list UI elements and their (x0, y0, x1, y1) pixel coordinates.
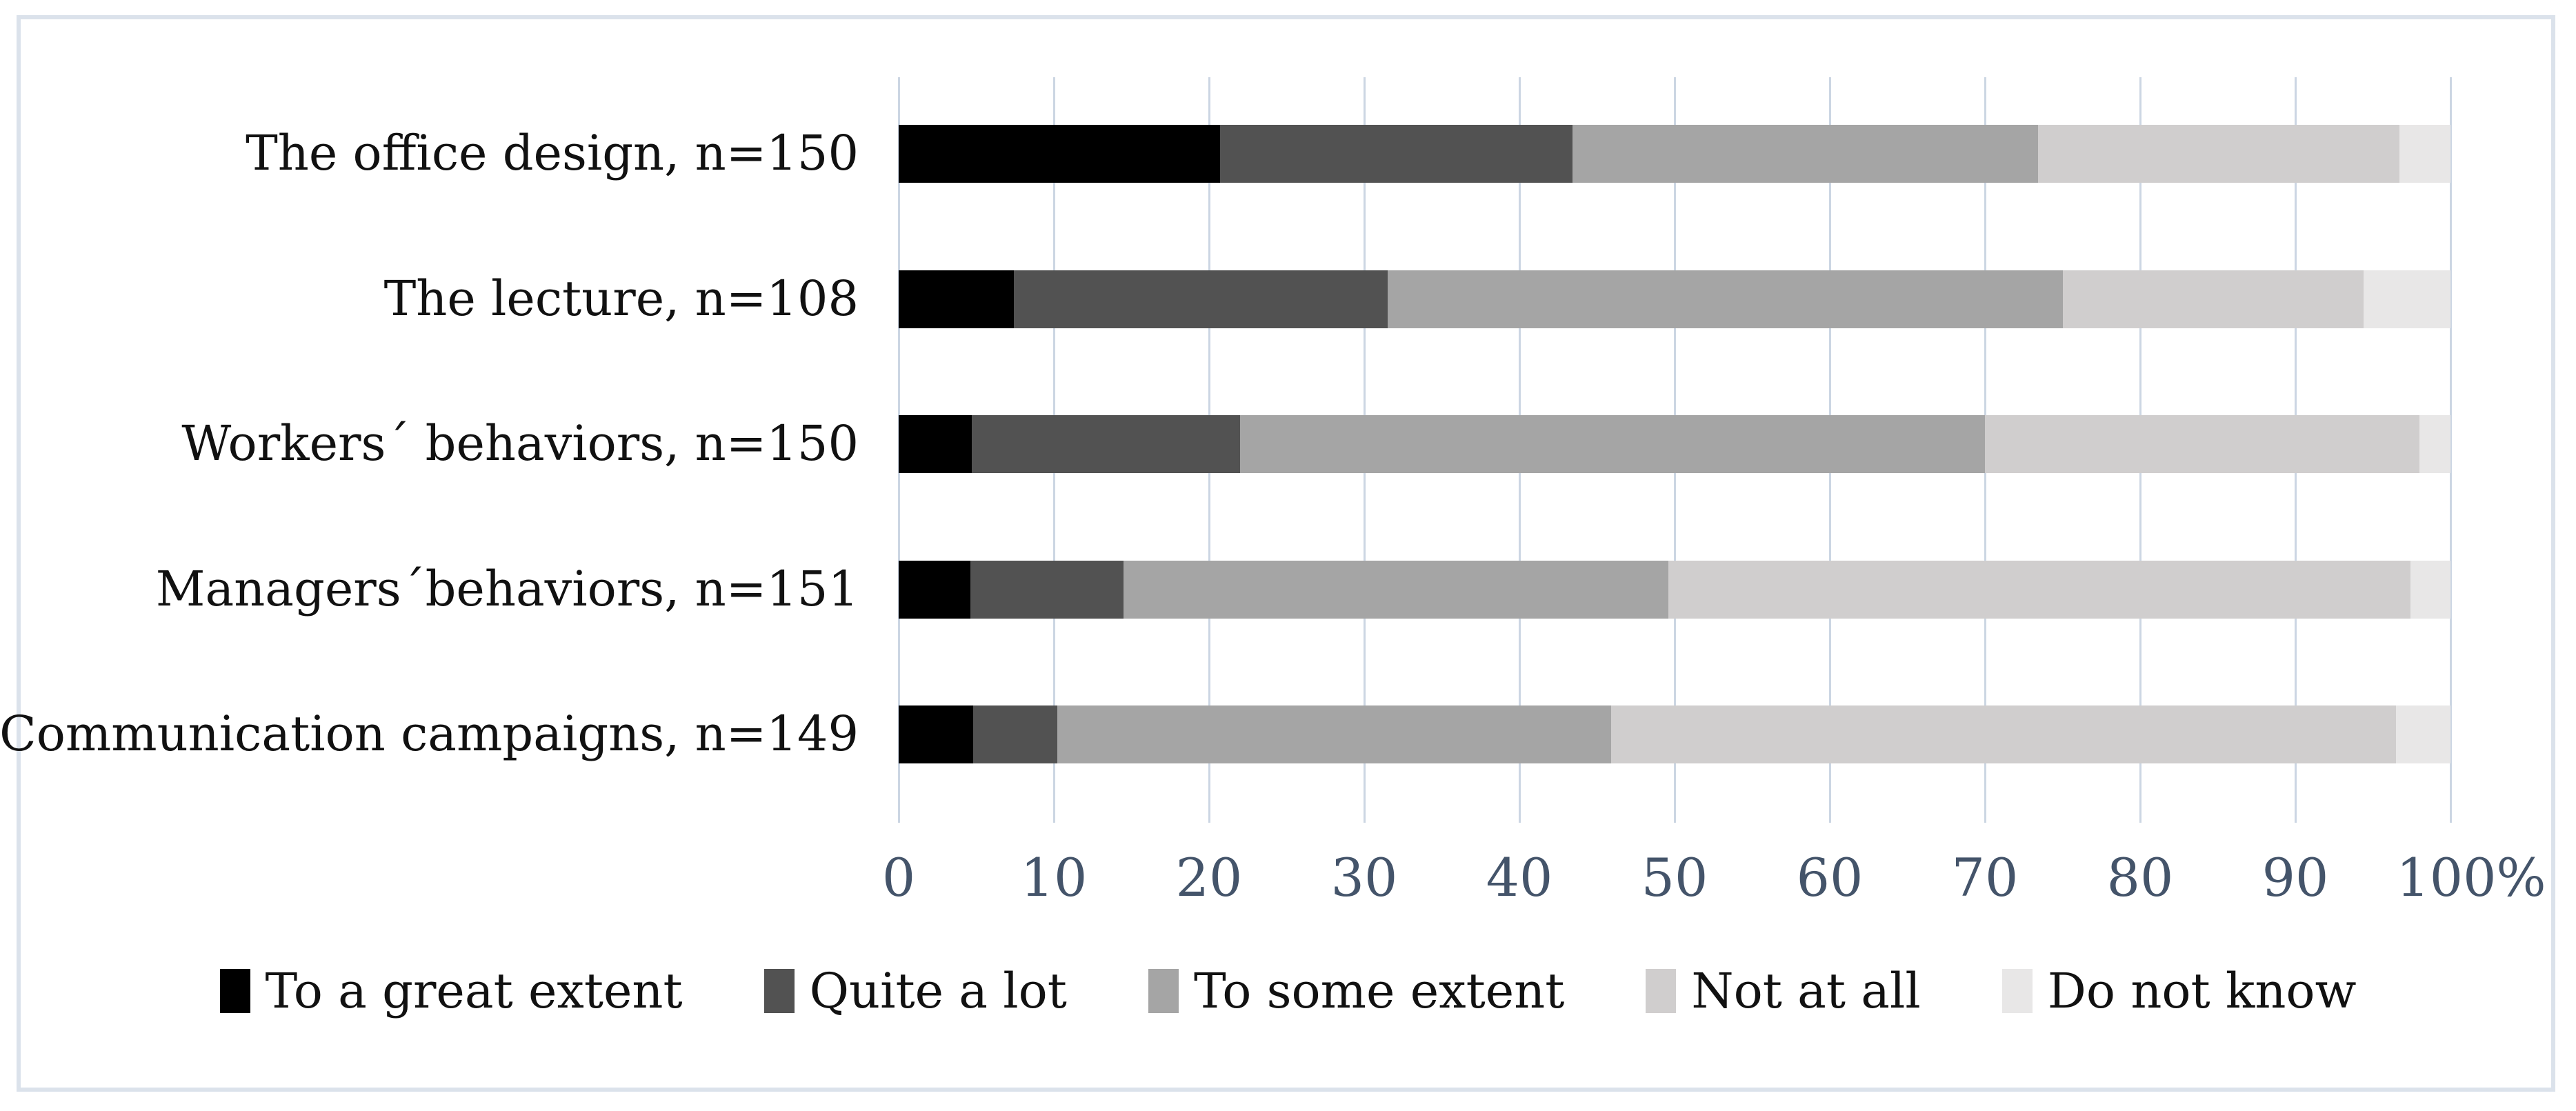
axis-tick-label: 20 (1175, 847, 1243, 908)
legend-item-to-a-great-extent: To a great extent (219, 963, 683, 1019)
bar-segment-to-some-extent (1572, 125, 2038, 183)
axis-tick-label: 50 (1641, 847, 1708, 908)
axis-tick-90 (2294, 802, 2297, 823)
bar-row-3 (899, 560, 2450, 619)
bar-segment-not-at-all (1610, 705, 2397, 763)
category-label: Communication campaigns, n=149 (0, 705, 859, 762)
legend-label: Not at all (1691, 963, 1921, 1019)
axis-tick-50 (1673, 802, 1676, 823)
bar-segment-to-some-extent (1240, 415, 1985, 473)
category-label: Workers´ behaviors, n=150 (181, 415, 859, 472)
legend-label: Do not know (2047, 963, 2357, 1019)
axis-tick-label: 70 (1951, 847, 2019, 908)
legend-swatch-icon (219, 969, 250, 1013)
legend-item-do-not-know: Do not know (2001, 963, 2357, 1019)
axis-tick-label: 90 (2262, 847, 2329, 908)
bar-segment-to-some-extent (1057, 705, 1611, 763)
legend-label: To some extent (1193, 963, 1565, 1019)
bar-segment-to-a-great-extent (899, 270, 1014, 328)
axis-tick-100 (2449, 802, 2452, 823)
bar-segment-to-a-great-extent (899, 705, 973, 763)
legend-swatch-icon (1646, 969, 1677, 1013)
legend-swatch-icon (763, 969, 795, 1013)
legend-swatch-icon (2001, 969, 2033, 1013)
axis-tick-10 (1052, 802, 1055, 823)
bar-segment-quite-a-lot (1013, 270, 1388, 328)
bar-segment-quite-a-lot (970, 560, 1124, 619)
axis-tick-label: 60 (1796, 847, 1864, 908)
category-label: The office design, n=150 (246, 125, 859, 181)
gridline-100 (2449, 77, 2452, 802)
axis-tick-30 (1363, 802, 1366, 823)
bar-segment-quite-a-lot (971, 415, 1240, 473)
bar-row-4 (899, 705, 2450, 763)
axis-tick-label: 80 (2106, 847, 2174, 908)
bar-segment-to-a-great-extent (899, 415, 972, 473)
axis-tick-label: 40 (1486, 847, 1553, 908)
bar-segment-do-not-know (2364, 270, 2450, 328)
axis-tick-80 (2139, 802, 2141, 823)
axis-tick-0 (897, 802, 900, 823)
bar-segment-do-not-know (2399, 125, 2450, 183)
bar-segment-to-some-extent (1124, 560, 1668, 619)
axis-tick-60 (1828, 802, 1831, 823)
bar-segment-do-not-know (2410, 560, 2450, 619)
axis-tick-label: 10 (1020, 847, 1088, 908)
axis-tick-label: 100% (2396, 847, 2546, 908)
legend-item-to-some-extent: To some extent (1148, 967, 1564, 1015)
legend-label: Quite a lot (809, 963, 1067, 1019)
bar-segment-do-not-know (2396, 705, 2450, 763)
bar-segment-to-some-extent (1387, 270, 2063, 328)
category-label: The lecture, n=108 (383, 270, 859, 327)
axis-tick-label: 30 (1330, 847, 1398, 908)
chart-frame (17, 15, 2555, 1092)
bar-row-2 (899, 415, 2450, 473)
bar-segment-not-at-all (2062, 270, 2364, 328)
bar-segment-quite-a-lot (1219, 125, 1572, 183)
legend-item-quite-a-lot: Quite a lot (763, 963, 1067, 1019)
bar-row-1 (899, 270, 2450, 328)
category-label: Managers´behaviors, n=151 (155, 560, 859, 617)
legend-item-not-at-all: Not at all (1646, 963, 1921, 1019)
axis-tick-label: 0 (881, 847, 916, 908)
bar-segment-do-not-know (2419, 415, 2450, 473)
bar-segment-not-at-all (1668, 560, 2410, 619)
legend-label: To a great extent (265, 963, 683, 1019)
bar-segment-quite-a-lot (973, 705, 1057, 763)
bar-segment-to-a-great-extent (899, 560, 970, 619)
axis-tick-40 (1518, 802, 1521, 823)
legend: To a great extent Quite a lot To some exte… (21, 967, 2555, 1015)
bar-segment-not-at-all (2037, 125, 2399, 183)
bar-segment-not-at-all (1985, 415, 2419, 473)
bar-row-0 (899, 125, 2450, 183)
bar-segment-to-a-great-extent (899, 125, 1220, 183)
axis-tick-20 (1208, 802, 1210, 823)
legend-swatch-icon (1148, 969, 1179, 1013)
axis-tick-70 (1984, 802, 1986, 823)
